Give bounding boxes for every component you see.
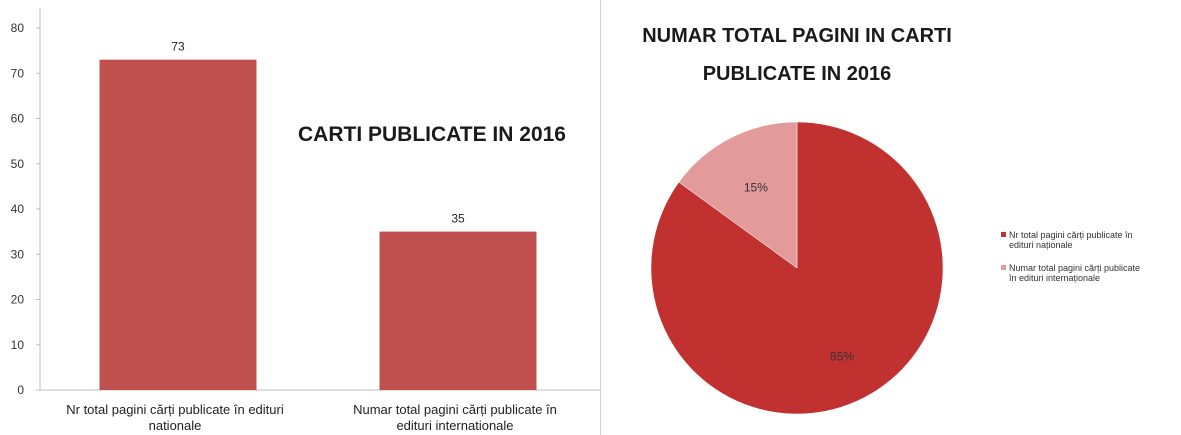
bar-chart: 0 10 20 30 40 50 60 70 80 73 Nr total pagini cărți… [11, 8, 600, 433]
legend-label: edituri naționale [1009, 240, 1073, 250]
y-tick-label: 60 [11, 112, 25, 126]
x-category-label: edituri internationale [396, 418, 513, 433]
y-tick-label: 80 [11, 21, 25, 35]
y-tick-label: 40 [11, 202, 25, 216]
legend-label: în edituri internaționale [1008, 273, 1100, 283]
pie-slice-label: 85% [830, 349, 854, 363]
pie-slice-label: 15% [744, 180, 768, 194]
bar [379, 231, 537, 390]
bar [99, 59, 257, 391]
legend-label: Nr total pagini cărți publicate în [1009, 230, 1133, 240]
legend-swatch [1001, 265, 1006, 270]
legend-label: Numar total pagini cărți publicate [1009, 263, 1140, 273]
y-tick-label: 10 [11, 338, 25, 352]
bar-data-label: 73 [171, 40, 185, 54]
pie-chart-title: PUBLICATE IN 2016 [703, 63, 892, 85]
pie-chart-title: NUMAR TOTAL PAGINI IN CARTI [642, 25, 952, 47]
pie-slice [678, 121, 798, 269]
pie-chart-panel: NUMAR TOTAL PAGINI IN CARTI PUBLICATE IN … [601, 0, 1181, 435]
y-tick-label: 70 [11, 66, 25, 80]
x-category-label: Nr total pagini cărți publicate în editu… [66, 402, 284, 417]
bar-chart-panel: 0 10 20 30 40 50 60 70 80 73 Nr total pagini cărți… [10, 0, 601, 435]
y-tick-label: 50 [11, 157, 25, 171]
x-category-label: nationale [149, 418, 202, 433]
y-tick-label: 0 [17, 383, 24, 397]
bar-chart-title: CARTI PUBLICATE IN 2016 [298, 123, 566, 146]
x-category-label: Numar total pagini cărți publicate în [353, 402, 557, 417]
legend-swatch [1001, 232, 1006, 237]
y-tick-label: 20 [11, 293, 25, 307]
pie-chart: NUMAR TOTAL PAGINI IN CARTI PUBLICATE IN … [642, 25, 1140, 415]
y-tick-label: 30 [11, 247, 25, 261]
bar-data-label: 35 [451, 212, 465, 226]
